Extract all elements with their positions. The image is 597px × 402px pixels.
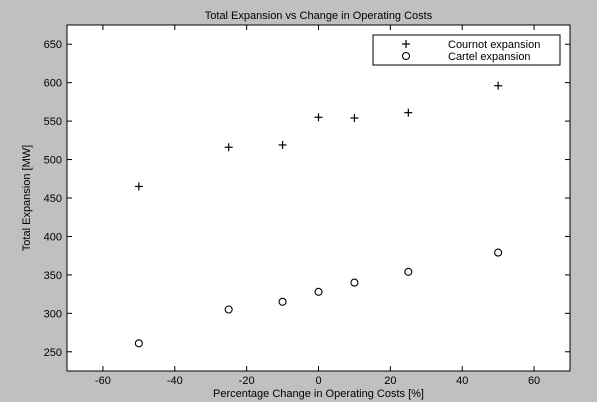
plot-area (66, 24, 571, 372)
y-tick-label: 250 (44, 347, 62, 359)
y-tick-label: 300 (44, 308, 62, 320)
x-axis-label: Percentage Change in Operating Costs [%] (213, 388, 424, 400)
cartel-point (404, 267, 413, 276)
y-tick-label: 650 (44, 39, 62, 51)
cournot-point (314, 113, 323, 122)
x-tick-label: 0 (315, 375, 321, 387)
y-tick-label: 600 (44, 78, 62, 90)
cartel-point (278, 297, 287, 306)
cartel-point (134, 339, 143, 348)
chart-title: Total Expansion vs Change in Operating C… (205, 10, 433, 22)
x-tick-label: 60 (528, 375, 540, 387)
legend-marker-glyph (402, 40, 410, 48)
cournot-point (350, 114, 359, 123)
cartel-point (314, 287, 323, 296)
y-axis-label: Total Expansion [MW] (21, 145, 33, 251)
cournot-point (278, 140, 287, 149)
y-tick-label: 550 (44, 116, 62, 128)
x-tick-label: 40 (456, 375, 468, 387)
legend-box (372, 34, 561, 66)
cartel-point (350, 278, 359, 287)
cournot-point (494, 81, 503, 90)
x-tick-label: -60 (95, 375, 111, 387)
legend-marker-glyph (401, 51, 411, 61)
axis-ticks: -60 -40 -20 0 20 40 60 250 300 350 400 450 500 550 600… (44, 25, 570, 387)
x-tick-label: -20 (239, 375, 255, 387)
cartel-point (224, 305, 233, 314)
legend-marker-cartel (401, 51, 411, 61)
cartel-point (494, 248, 503, 257)
x-tick-label: -40 (167, 375, 183, 387)
cournot-point (404, 108, 413, 117)
legend: Cournot expansion Cartel expansion (372, 34, 561, 66)
y-tick-label: 350 (44, 270, 62, 282)
legend-label-cartel: Cartel expansion (448, 51, 531, 63)
legend-marker-cournot (402, 40, 410, 48)
y-tick-label: 400 (44, 231, 62, 243)
x-tick-label: 20 (384, 375, 396, 387)
cournot-point (134, 182, 143, 191)
cournot-point (224, 143, 233, 152)
legend-label-cournot: Cournot expansion (448, 39, 540, 51)
y-tick-label: 450 (44, 193, 62, 205)
y-tick-label: 500 (44, 155, 62, 167)
data-marks (134, 81, 503, 348)
